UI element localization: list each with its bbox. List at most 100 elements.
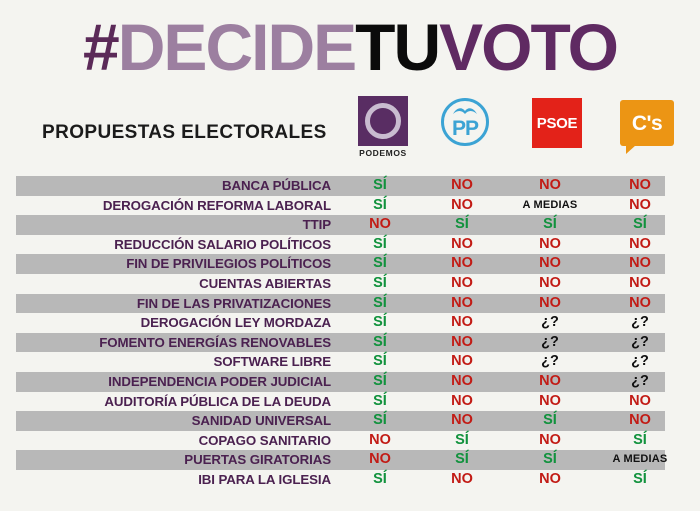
vote-cell-psoe: NO	[539, 294, 561, 311]
party-header-cs[interactable]: C's	[607, 96, 687, 170]
podemos-logo-label: PODEMOS	[359, 148, 407, 158]
proposal-label: DEROGACIÓN REFORMA LABORAL	[102, 197, 331, 213]
ciudadanos-speech-bubble-logo: C's	[620, 100, 674, 154]
vote-cell-pp: SÍ	[455, 216, 469, 233]
table-row: DEROGACIÓN REFORMA LABORAL SÍ NO A MEDIAS NO	[0, 196, 700, 216]
title-tu: TU	[355, 10, 441, 84]
vote-cell-cs: NO	[629, 274, 651, 291]
vote-cell-pp: SÍ	[455, 431, 469, 448]
vote-cell-podemos: NO	[369, 216, 391, 233]
proposal-label: SOFTWARE LIBRE	[213, 354, 331, 370]
vote-cell-podemos: SÍ	[373, 353, 387, 370]
vote-cell-podemos: SÍ	[373, 333, 387, 350]
vote-cell-podemos: SÍ	[373, 196, 387, 213]
table-row: IBI PARA LA IGLESIA SÍ NO NO SÍ	[0, 470, 700, 490]
table-row: TTIP NO SÍ SÍ SÍ	[0, 215, 700, 235]
vote-cell-psoe: A MEDIAS	[522, 198, 578, 211]
table-row: FIN DE LAS PRIVATIZACIONES SÍ NO NO NO	[0, 293, 700, 314]
vote-cell-pp: NO	[451, 177, 473, 193]
vote-cell-cs: NO	[629, 294, 651, 311]
vote-cell-psoe: ¿?	[541, 314, 559, 331]
vote-cell-pp: NO	[451, 314, 473, 331]
row-background-band	[16, 215, 665, 235]
vote-cell-podemos: NO	[369, 431, 391, 448]
proposal-label: REDUCCIÓN SALARIO POLÍTICOS	[114, 236, 331, 252]
proposal-label: PUERTAS GIRATORIAS	[184, 452, 331, 468]
page-title: # DECIDE TU VOTO	[0, 8, 700, 86]
vote-cell-cs: A MEDIAS	[612, 453, 668, 466]
vote-cell-cs: SÍ	[633, 431, 647, 448]
vote-cell-podemos: SÍ	[373, 372, 387, 389]
proposal-label: CUENTAS ABIERTAS	[199, 275, 331, 291]
vote-cell-psoe: SÍ	[543, 216, 557, 233]
vote-cell-pp: NO	[451, 412, 473, 429]
proposal-label: TTIP	[302, 217, 332, 233]
table-row: BANCA PÚBLICA SÍ NO NO NO	[0, 176, 700, 196]
party-header-pp[interactable]: PP	[425, 96, 505, 170]
row-background-band	[16, 371, 665, 392]
seagull-icon	[453, 108, 477, 114]
vote-cell-cs: ¿?	[631, 314, 649, 331]
row-background-band	[16, 176, 665, 196]
cs-logo-label: C's	[631, 111, 663, 135]
table-row: FIN DE PRIVILEGIOS POLÍTICOS SÍ NO NO NO	[0, 254, 700, 274]
vote-cell-pp: NO	[451, 470, 473, 487]
vote-cell-cs: NO	[629, 392, 651, 409]
table-row: AUDITORÍA PÚBLICA DE LA DEUDA SÍ NO NO NO	[0, 392, 700, 412]
vote-cell-psoe: NO	[539, 431, 561, 448]
psoe-logo-label: PSOE	[536, 114, 578, 132]
table-row: REDUCCIÓN SALARIO POLÍTICOS SÍ NO NO NO	[0, 235, 700, 255]
table-header: PROPUESTAS ELECTORALES PODEMOS PP PSOE C…	[0, 94, 700, 172]
vote-cell-cs: NO	[629, 255, 651, 272]
vote-cell-psoe: NO	[539, 372, 561, 389]
vote-cell-cs: ¿?	[631, 372, 649, 389]
vote-cell-psoe: NO	[539, 392, 561, 409]
table-row: COPAGO SANITARIO NO SÍ NO SÍ	[0, 431, 700, 451]
table-row: CUENTAS ABIERTAS SÍ NO NO NO	[0, 274, 700, 294]
proposal-label: AUDITORÍA PÚBLICA DE LA DEUDA	[104, 393, 331, 409]
vote-cell-podemos: SÍ	[373, 470, 387, 487]
table-row: DEROGACIÓN LEY MORDAZA SÍ NO ¿? ¿?	[0, 313, 700, 333]
vote-cell-cs: NO	[629, 177, 651, 193]
podemos-circle-logo	[358, 96, 408, 146]
vote-cell-podemos: SÍ	[373, 177, 387, 193]
proposal-label: INDEPENDENCIA PODER JUDICIAL	[108, 373, 331, 389]
vote-cell-pp: NO	[451, 372, 473, 389]
party-header-podemos[interactable]: PODEMOS	[343, 96, 423, 170]
proposal-label: COPAGO SANITARIO	[198, 432, 331, 448]
table-row: SOFTWARE LIBRE SÍ NO ¿? ¿?	[0, 352, 700, 372]
vote-cell-cs: SÍ	[633, 470, 647, 487]
vote-cell-cs: NO	[629, 235, 651, 252]
vote-cell-pp: NO	[451, 353, 473, 370]
proposal-label: FOMENTO ENERGÍAS RENOVABLES	[99, 334, 331, 350]
vote-cell-pp: NO	[451, 255, 473, 272]
party-header-psoe[interactable]: PSOE	[517, 96, 597, 170]
table-row: INDEPENDENCIA PODER JUDICIAL SÍ NO NO ¿?	[0, 371, 700, 392]
proposal-label: IBI PARA LA IGLESIA	[198, 471, 331, 487]
vote-cell-cs: NO	[629, 196, 651, 213]
proposal-label: FIN DE LAS PRIVATIZACIONES	[136, 295, 331, 311]
proposal-label: SANIDAD UNIVERSAL	[191, 413, 332, 429]
vote-cell-podemos: SÍ	[373, 392, 387, 409]
vote-cell-podemos: SÍ	[373, 294, 387, 311]
proposal-label: FIN DE PRIVILEGIOS POLÍTICOS	[126, 256, 331, 272]
vote-cell-psoe: NO	[539, 255, 561, 272]
proposal-label: BANCA PÚBLICA	[221, 178, 331, 193]
vote-cell-psoe: SÍ	[543, 412, 557, 429]
vote-cell-podemos: SÍ	[373, 235, 387, 252]
vote-cell-cs: SÍ	[633, 216, 647, 233]
vote-cell-podemos: SÍ	[373, 274, 387, 291]
vote-cell-podemos: SÍ	[373, 412, 387, 429]
pp-logo-label: PP	[451, 117, 479, 140]
vote-cell-psoe: NO	[539, 274, 561, 291]
table-row: PUERTAS GIRATORIAS NO SÍ SÍ A MEDIAS	[0, 450, 700, 470]
title-voto: VOTO	[439, 10, 619, 84]
vote-cell-cs: ¿?	[631, 333, 649, 350]
vote-cell-pp: NO	[451, 274, 473, 291]
row-background-band	[16, 332, 665, 353]
vote-cell-cs: ¿?	[631, 353, 649, 370]
vote-cell-psoe: ¿?	[541, 353, 559, 370]
title-decide: DECIDE	[117, 10, 357, 84]
table-row: FOMENTO ENERGÍAS RENOVABLES SÍ NO ¿? ¿?	[0, 332, 700, 353]
row-background-band	[16, 254, 665, 274]
